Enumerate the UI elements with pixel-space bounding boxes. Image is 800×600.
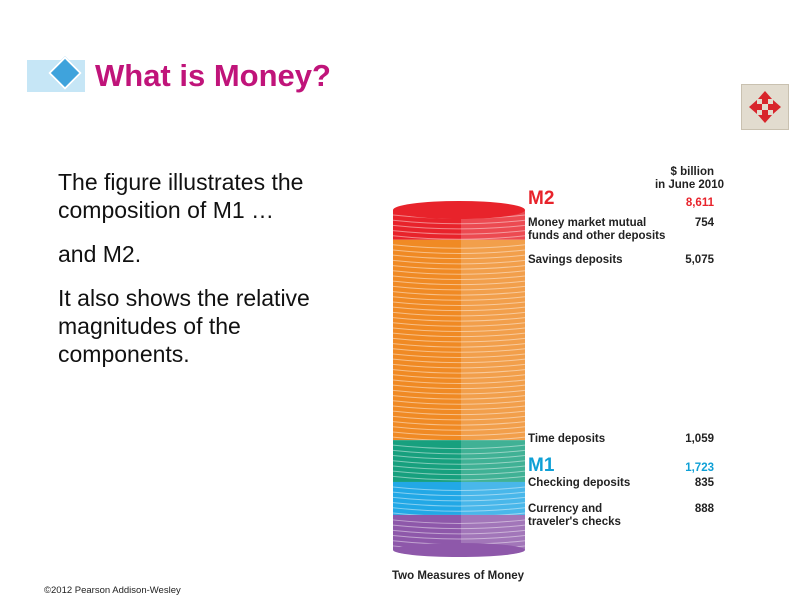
m1-label: M1	[528, 455, 555, 476]
coin-edge	[392, 285, 526, 291]
coin-edge	[392, 306, 526, 312]
coin-edge	[392, 507, 526, 512]
slide-title: What is Money?	[95, 58, 331, 93]
coin-edge	[392, 280, 526, 286]
coin-edge	[392, 415, 526, 421]
coin-edge	[392, 265, 526, 270]
coin-edge	[392, 219, 526, 225]
coin-edge	[392, 363, 526, 369]
paragraph: and M2.	[58, 241, 142, 267]
paragraph: It also shows the relative magnitudes of…	[58, 285, 310, 367]
navigation-button[interactable]	[741, 84, 789, 130]
stack-bottom	[393, 543, 525, 557]
component-value: 754	[695, 217, 715, 229]
m2-value: 8,611	[686, 197, 715, 209]
coin-edge	[392, 296, 526, 301]
coin-edge	[392, 491, 526, 497]
coin-edge	[392, 524, 526, 530]
coin-edge	[392, 426, 526, 431]
coin-edge	[392, 384, 526, 390]
coin-edge	[392, 449, 526, 455]
m2-label: M2	[528, 188, 554, 209]
stack-segment	[393, 481, 525, 515]
coin-edge	[392, 254, 526, 260]
coin-edge	[392, 529, 526, 535]
copyright-text: ©2012 Pearson Addison-Wesley	[44, 585, 181, 596]
chart-title: Two Measures of Money	[392, 570, 525, 582]
value-header: $ billion	[671, 166, 714, 178]
coin-edge	[392, 311, 526, 317]
stack-highlight	[461, 210, 525, 550]
coin-edge	[392, 275, 526, 280]
coin-edge	[392, 235, 526, 240]
value-header: in June 2010	[655, 179, 724, 191]
component-value: 888	[695, 503, 715, 515]
coin-edge	[392, 291, 526, 296]
coin-edge	[392, 470, 526, 476]
paragraph: The figure illustrates the composition o…	[58, 169, 304, 223]
coin-edge	[392, 244, 526, 249]
component-label: traveler's checks	[528, 516, 621, 528]
coin-edge	[392, 465, 526, 470]
coin-edge	[392, 301, 526, 306]
four-way-arrows-icon	[749, 91, 781, 123]
coin-edge	[392, 395, 526, 400]
coin-edge	[392, 460, 526, 465]
coin-edge	[392, 486, 526, 491]
coin-edge	[392, 343, 526, 348]
component-label: Time deposits	[528, 433, 605, 445]
coin-edge	[392, 358, 526, 364]
coin-edge	[392, 224, 526, 230]
coin-edge	[392, 496, 526, 502]
component-value: 1,059	[685, 433, 714, 445]
coin-edge	[392, 332, 526, 338]
component-value: 5,075	[685, 254, 714, 266]
coin-edge	[392, 230, 526, 235]
coin-edge	[392, 421, 526, 426]
coin-edge	[392, 475, 526, 481]
coin-edge	[392, 389, 526, 395]
coin-edge	[392, 317, 526, 322]
coin-edge	[392, 322, 526, 327]
component-value: 835	[695, 477, 715, 489]
coin-edge	[392, 502, 526, 507]
coin-edge	[392, 259, 526, 265]
coin-edge	[392, 353, 526, 358]
component-label: Money market mutual	[528, 217, 646, 229]
coin-edge	[392, 249, 526, 254]
m1-value: 1,723	[685, 462, 714, 474]
coin-edge	[392, 400, 526, 405]
component-label: funds and other deposits	[528, 230, 665, 242]
coin-edge	[392, 410, 526, 416]
coin-edge	[392, 327, 526, 332]
coin-edge	[392, 535, 526, 540]
coin-edge	[392, 431, 526, 436]
stack-top	[393, 201, 525, 219]
coin-edge	[392, 444, 526, 450]
component-label: Savings deposits	[528, 254, 623, 266]
stack-segment	[393, 239, 525, 441]
coin-edge	[392, 270, 526, 275]
coin-edge	[392, 337, 526, 343]
coin-edge	[392, 369, 526, 374]
body-text: The figure illustrates the composition o…	[58, 168, 358, 384]
coin-edge	[392, 519, 526, 524]
coin-edge	[392, 374, 526, 379]
stack-segment	[393, 440, 525, 482]
coin-edge	[392, 379, 526, 384]
component-label: Currency and	[528, 503, 602, 515]
component-label: Checking deposits	[528, 477, 630, 489]
coin-edge	[392, 405, 526, 410]
coin-edge	[392, 455, 526, 460]
coin-edge	[392, 348, 526, 353]
